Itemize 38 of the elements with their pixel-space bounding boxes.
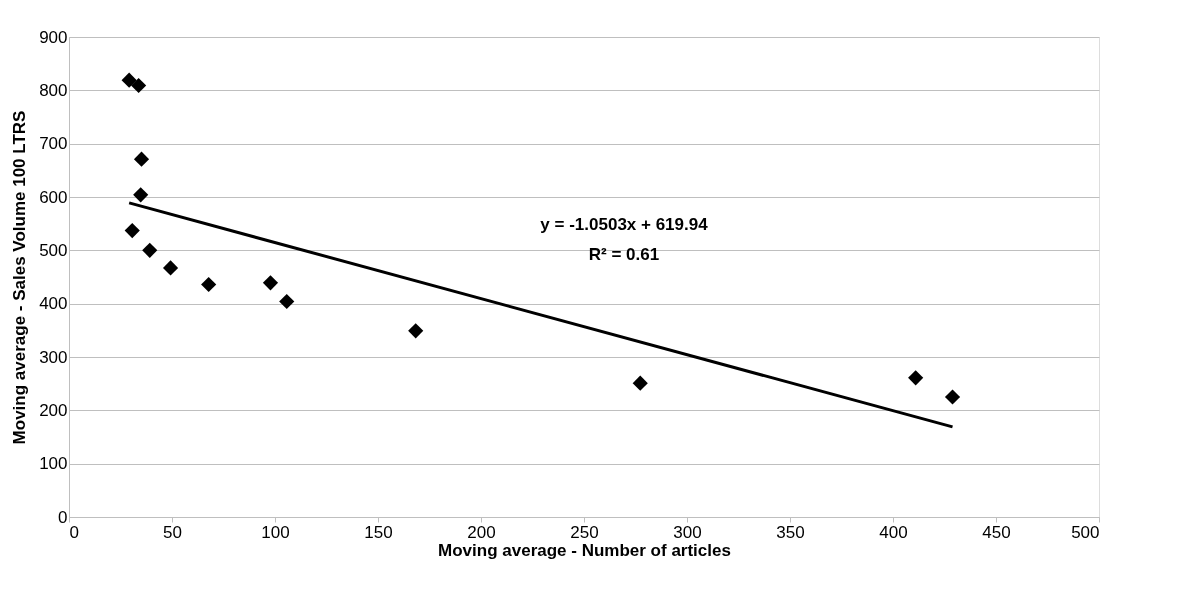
y-tick-label: 900: [39, 27, 68, 47]
point: [131, 77, 147, 94]
point: [133, 187, 149, 203]
point: [133, 151, 150, 167]
x-tick-label: 100: [261, 522, 290, 542]
point: [121, 72, 137, 88]
point: [162, 260, 179, 276]
point: [262, 275, 279, 291]
y-axis-title: Moving average - Sales Volume 100 LTRS: [10, 110, 30, 445]
x-tick-label: 350: [776, 522, 805, 542]
point: [908, 370, 924, 386]
point: [124, 223, 140, 239]
y-tick-label: 600: [39, 187, 68, 207]
x-axis-title: Moving average - Number of articles: [438, 540, 731, 560]
y-tick-label: 0: [58, 507, 68, 527]
x-tick-label: 200: [467, 522, 496, 542]
x-tick-label: 50: [163, 522, 182, 542]
y-tick-label: 100: [39, 454, 68, 474]
point: [279, 293, 295, 310]
annotation: y = -1.0503x + 619.94: [540, 215, 709, 234]
point: [408, 323, 424, 339]
x-tick-label: 150: [364, 522, 393, 542]
x-tick-label: 300: [673, 522, 702, 542]
x-tick-label: 450: [982, 522, 1011, 542]
x-tick-label: 250: [570, 522, 599, 542]
x-tick-label: 500: [1071, 522, 1100, 542]
y-tick-label: 400: [39, 294, 68, 314]
y-tick-label: 300: [39, 347, 68, 367]
point: [944, 389, 961, 405]
y-tick-label: 200: [39, 400, 68, 420]
point: [632, 375, 648, 391]
annotation: R² = 0.61: [588, 245, 660, 264]
point: [201, 276, 217, 293]
x-tick-label: 400: [879, 522, 908, 542]
y-tick-label: 500: [39, 240, 68, 260]
y-tick-label: 700: [39, 134, 68, 154]
point: [142, 242, 158, 258]
y-tick-label: 800: [39, 80, 68, 100]
